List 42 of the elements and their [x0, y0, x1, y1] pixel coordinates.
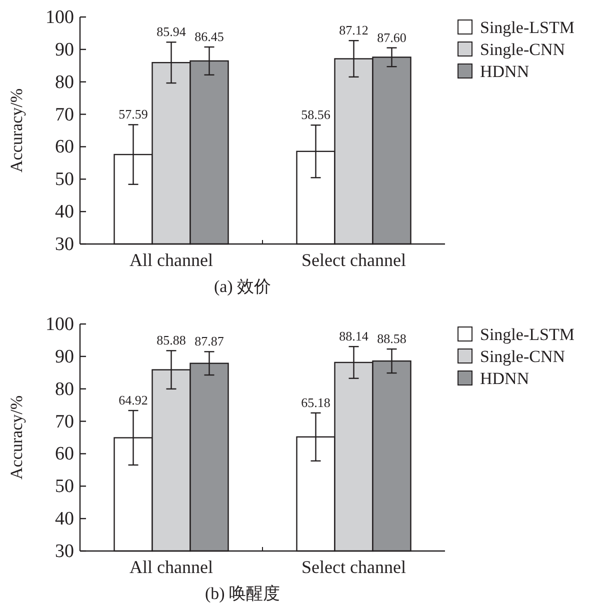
y-tick-label: 80 [55, 72, 74, 93]
data-label: 58.56 [301, 107, 331, 122]
y-tick-label: 90 [55, 346, 74, 368]
y-tick-label: 50 [55, 476, 74, 498]
y-tick-label: 40 [55, 508, 74, 530]
y-tick-label: 30 [55, 234, 74, 255]
legend-label: Single-LSTM [480, 325, 574, 344]
y-axis-title: Accuracy/% [7, 395, 26, 480]
x-tick-label: All channel [130, 250, 213, 270]
data-label: 65.18 [301, 394, 330, 410]
data-label: 87.60 [377, 30, 406, 45]
text: (a) 效价 [214, 277, 272, 296]
y-tick-label: 70 [55, 411, 74, 432]
data-label: 64.92 [118, 392, 148, 408]
legend-label: Single-LSTM [480, 18, 574, 37]
data-label: 88.58 [377, 331, 406, 346]
y-tick-label: 40 [55, 202, 74, 223]
legend-label: HDNN [480, 62, 530, 81]
data-label: 57.59 [118, 106, 148, 122]
y-tick-label: 70 [55, 104, 74, 126]
text: (b) 唤醒度 [204, 584, 280, 603]
x-tick-label: Select channel [302, 250, 406, 270]
legend-label: Single-CNN [480, 347, 565, 366]
y-tick-label: 100 [46, 7, 74, 28]
y-tick-label: 80 [55, 378, 74, 400]
y-tick-label: 60 [55, 136, 74, 158]
x-tick-label: All channel [130, 557, 213, 577]
y-tick-label: 50 [55, 169, 74, 190]
y-tick-label: 60 [55, 444, 74, 465]
data-label: 88.14 [339, 328, 369, 344]
legend-label: HDNN [480, 369, 530, 388]
data-label: 85.88 [156, 332, 186, 348]
data-label: 87.12 [339, 22, 368, 38]
data-label: 87.87 [194, 334, 224, 349]
legend-label: Single-CNN [480, 40, 565, 59]
y-tick-label: 90 [55, 39, 74, 60]
data-label: 85.94 [156, 24, 186, 40]
y-tick-label: 30 [55, 541, 74, 562]
data-label: 86.45 [194, 28, 224, 44]
x-tick-label: Select channel [302, 557, 406, 577]
y-axis-title: Accuracy/% [7, 88, 26, 173]
y-tick-label: 100 [46, 314, 74, 335]
